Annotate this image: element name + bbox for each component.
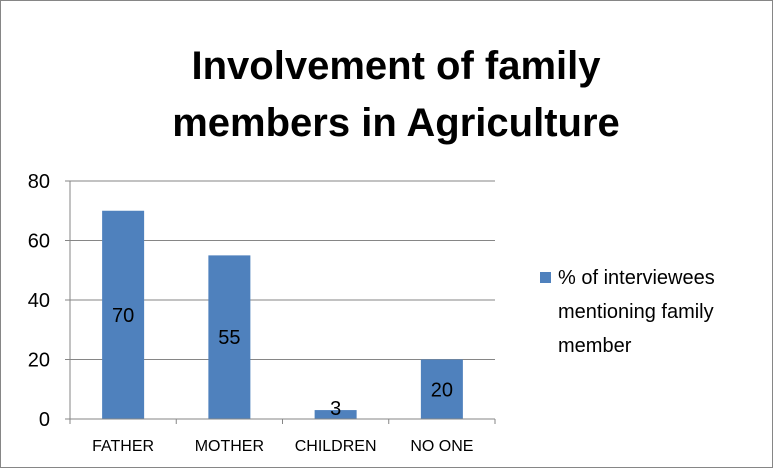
x-category-label-mother: MOTHER (195, 438, 264, 455)
data-label-father: 70 (112, 305, 134, 327)
y-tick-label-40: 40 (28, 290, 50, 312)
bars (102, 210, 463, 419)
legend-label-line-2: mentioning family (558, 301, 714, 323)
bar-father (102, 210, 145, 419)
y-tick-label-80: 80 (28, 171, 50, 193)
y-tick-label-60: 60 (28, 231, 50, 253)
bar-children (314, 410, 357, 419)
legend-swatch (540, 272, 551, 283)
legend-label-line-1: % of interviewees (558, 267, 715, 289)
axes (65, 181, 496, 424)
data-label-no-one: 20 (431, 379, 453, 401)
y-tick-label-20: 20 (28, 350, 50, 372)
legend-label-line-3: member (558, 335, 632, 357)
chart-title-line-2: members in Agriculture (172, 101, 620, 145)
bar-mother (208, 255, 251, 419)
y-axis-ticks: 0 20 40 60 80 (28, 171, 50, 431)
data-label-mother: 55 (218, 327, 240, 349)
x-category-label-children: CHILDREN (295, 438, 377, 455)
data-label-children: 3 (330, 398, 341, 420)
chart-title-line-1: Involvement of family (192, 44, 602, 88)
x-category-label-no-one: NO ONE (410, 438, 473, 455)
x-category-label-father: FATHER (92, 438, 154, 455)
legend: % of interviewees mentioning family memb… (540, 267, 715, 357)
data-labels: 70 55 3 20 (112, 305, 453, 420)
x-axis-categories: FATHER MOTHER CHILDREN NO ONE (92, 438, 473, 455)
bar-no-one (420, 359, 463, 419)
y-tick-label-0: 0 (39, 409, 50, 431)
